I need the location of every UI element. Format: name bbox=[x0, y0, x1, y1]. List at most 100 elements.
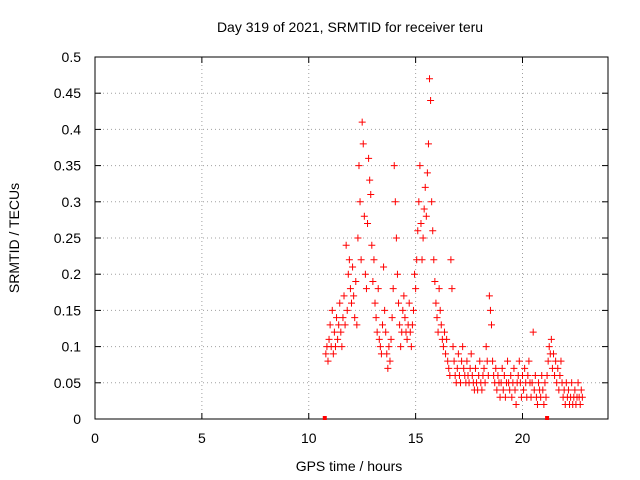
data-point bbox=[436, 306, 444, 314]
data-point bbox=[380, 263, 388, 271]
data-point bbox=[540, 401, 548, 409]
data-point bbox=[354, 234, 362, 242]
data-point bbox=[508, 393, 516, 401]
x-axis-label: GPS time / hours bbox=[296, 458, 403, 474]
data-point bbox=[444, 357, 452, 365]
data-point bbox=[365, 154, 373, 162]
data-point bbox=[414, 227, 422, 235]
data-point bbox=[520, 386, 528, 394]
data-point bbox=[387, 335, 395, 343]
data-point bbox=[367, 191, 375, 199]
y-tick-label: 0.2 bbox=[62, 266, 82, 282]
x-tick-label: 15 bbox=[408, 430, 424, 446]
data-point bbox=[376, 343, 384, 351]
data-point bbox=[578, 393, 586, 401]
data-point bbox=[406, 328, 414, 336]
y-tick-label: 0.1 bbox=[62, 339, 82, 355]
data-point bbox=[336, 299, 344, 307]
x-tick-label: 20 bbox=[515, 430, 531, 446]
data-point bbox=[544, 357, 552, 365]
data-point bbox=[576, 401, 584, 409]
data-point bbox=[391, 198, 399, 206]
data-point bbox=[344, 270, 352, 278]
data-point bbox=[435, 285, 443, 293]
data-point bbox=[529, 328, 537, 336]
data-point bbox=[482, 343, 490, 351]
data-point bbox=[358, 118, 366, 126]
data-point bbox=[430, 256, 438, 264]
y-tick-label: 0.25 bbox=[54, 230, 81, 246]
data-point bbox=[431, 277, 439, 285]
data-points bbox=[322, 75, 586, 420]
data-point bbox=[533, 401, 541, 409]
data-point bbox=[407, 343, 415, 351]
data-point bbox=[443, 335, 451, 343]
data-point bbox=[471, 364, 479, 372]
data-point bbox=[334, 335, 342, 343]
outlier-point bbox=[545, 416, 550, 420]
data-point bbox=[345, 256, 353, 264]
data-point bbox=[355, 162, 363, 170]
data-point bbox=[411, 270, 419, 278]
data-point bbox=[386, 357, 394, 365]
data-point bbox=[486, 306, 494, 314]
data-point bbox=[395, 299, 403, 307]
data-point bbox=[492, 364, 500, 372]
grid bbox=[95, 57, 608, 419]
data-point bbox=[577, 386, 585, 394]
data-point bbox=[542, 393, 550, 401]
data-point bbox=[383, 350, 391, 358]
data-point bbox=[424, 140, 432, 148]
data-point bbox=[342, 241, 350, 249]
y-tick-label: 0.4 bbox=[62, 121, 82, 137]
data-point bbox=[445, 364, 453, 372]
data-point bbox=[507, 372, 515, 380]
data-point bbox=[447, 256, 455, 264]
data-point bbox=[510, 364, 518, 372]
y-tick-label: 0.05 bbox=[54, 375, 81, 391]
data-point bbox=[388, 314, 396, 322]
x-tick-label: 5 bbox=[198, 430, 206, 446]
data-point bbox=[372, 314, 380, 322]
data-point bbox=[512, 401, 520, 409]
data-point bbox=[385, 343, 393, 351]
data-point bbox=[351, 314, 359, 322]
data-point bbox=[481, 379, 489, 387]
data-point bbox=[423, 169, 431, 177]
data-point bbox=[427, 96, 435, 104]
data-point bbox=[389, 285, 397, 293]
data-point bbox=[549, 350, 557, 358]
data-point bbox=[338, 343, 346, 351]
data-point bbox=[357, 256, 365, 264]
y-tick-label: 0.3 bbox=[62, 194, 82, 210]
data-point bbox=[397, 343, 405, 351]
data-point bbox=[360, 212, 368, 220]
data-point bbox=[408, 321, 416, 329]
data-point bbox=[341, 321, 349, 329]
data-point bbox=[448, 285, 456, 293]
data-point bbox=[568, 379, 576, 387]
data-point bbox=[330, 328, 338, 336]
data-point bbox=[382, 328, 390, 336]
data-point bbox=[511, 386, 519, 394]
data-point bbox=[401, 314, 409, 322]
data-point bbox=[478, 386, 486, 394]
data-point bbox=[429, 227, 437, 235]
data-point bbox=[331, 343, 339, 351]
data-point bbox=[352, 277, 360, 285]
data-point bbox=[545, 343, 553, 351]
data-point bbox=[356, 198, 364, 206]
data-point bbox=[322, 350, 330, 358]
data-point bbox=[340, 292, 348, 300]
data-point bbox=[493, 386, 501, 394]
data-point bbox=[390, 162, 398, 170]
data-point bbox=[366, 176, 374, 184]
data-point bbox=[564, 386, 572, 394]
data-point bbox=[498, 364, 506, 372]
data-point bbox=[370, 256, 378, 264]
data-point bbox=[428, 198, 436, 206]
data-point bbox=[368, 241, 376, 249]
data-point bbox=[324, 357, 332, 365]
data-point bbox=[393, 270, 401, 278]
